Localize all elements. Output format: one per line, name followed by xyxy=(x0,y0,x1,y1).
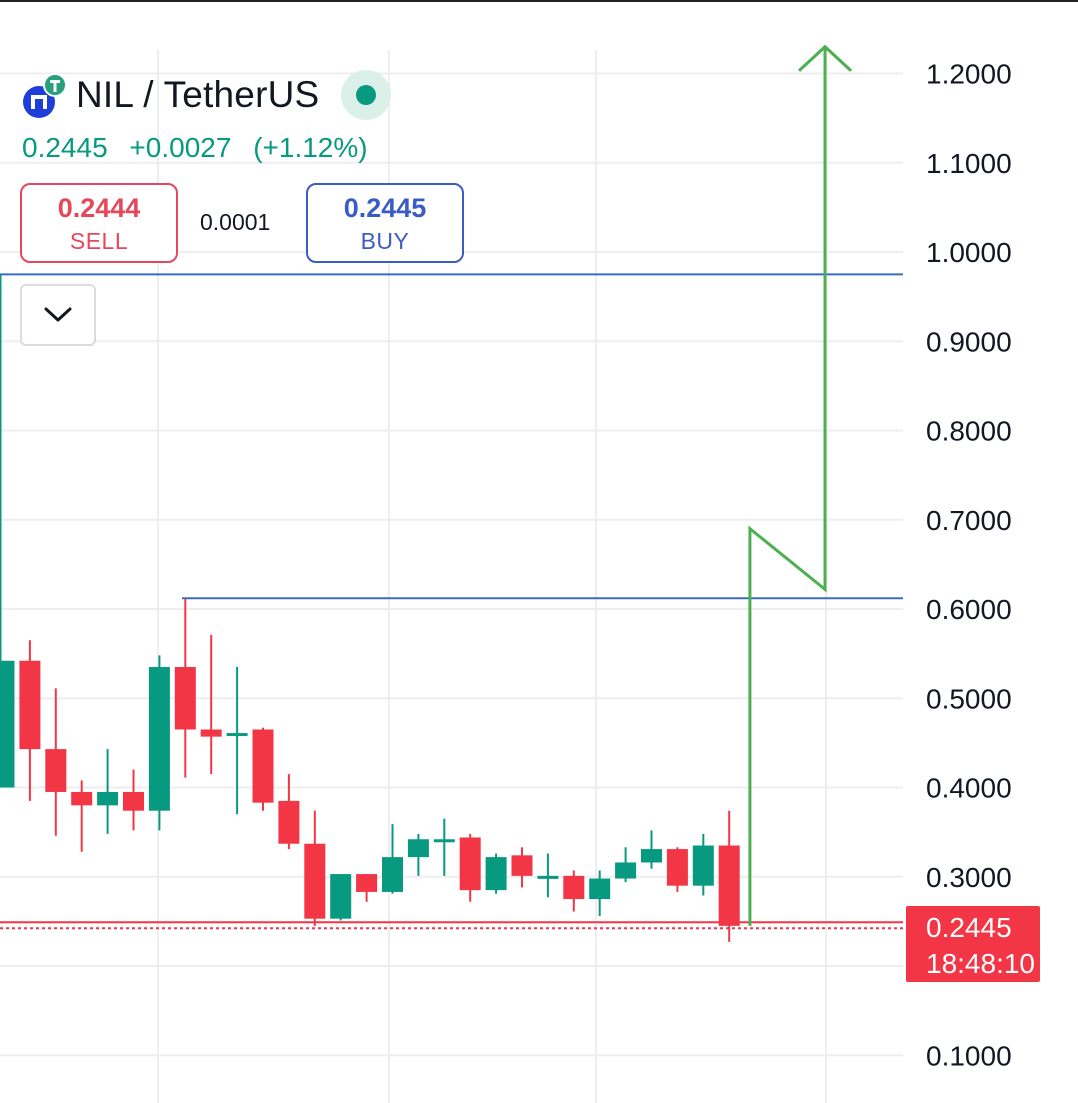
candle-body xyxy=(278,800,300,844)
candle-body xyxy=(382,857,403,892)
y-tick-label: 0.3000 xyxy=(926,862,1012,893)
y-tick-label: 1.2000 xyxy=(926,59,1012,90)
candle-body xyxy=(615,862,637,879)
sell-price: 0.2444 xyxy=(57,193,141,223)
chevron-down-icon xyxy=(44,307,72,322)
candle-body xyxy=(641,849,662,863)
candle-body xyxy=(485,857,507,891)
y-tick-label: 1.1000 xyxy=(926,148,1012,179)
candle-body xyxy=(563,875,585,900)
buy-button[interactable]: 0.2445 BUY xyxy=(306,183,464,263)
price-change: +0.0027 xyxy=(129,132,232,163)
price-change-percent: (+1.12%) xyxy=(253,132,368,163)
projection-arrowhead xyxy=(798,44,853,72)
spread-value: 0.0001 xyxy=(200,209,271,235)
market-status-dot xyxy=(341,70,392,120)
candle-body xyxy=(537,875,559,879)
projection-arrow xyxy=(748,46,827,926)
buy-price: 0.2445 xyxy=(343,193,427,223)
candle-body xyxy=(330,874,352,919)
candle-body xyxy=(45,749,67,792)
candle-body xyxy=(589,878,611,900)
candle-body xyxy=(200,729,222,737)
candle-body xyxy=(19,660,41,750)
candle-body xyxy=(0,660,15,788)
candle-body xyxy=(174,667,196,730)
nil-coin-icon xyxy=(20,71,76,119)
last-price-tag: 0.2445 18:48:10 xyxy=(906,906,1040,982)
candle-body xyxy=(692,845,714,886)
candle-body xyxy=(356,874,378,892)
sell-button[interactable]: 0.2444 SELL xyxy=(20,183,178,263)
y-tick-label: 0.4000 xyxy=(926,773,1012,804)
last-price-tag-value: 0.2445 xyxy=(926,912,1012,943)
symbol-header: NIL / TetherUS xyxy=(20,70,392,120)
candle-body xyxy=(407,839,429,858)
candle-body xyxy=(459,837,481,891)
collapse-toggle-button[interactable] xyxy=(20,284,96,346)
symbol-title[interactable]: NIL / TetherUS xyxy=(76,74,320,115)
y-tick-label: 1.0000 xyxy=(926,237,1012,268)
y-tick-label: 0.7000 xyxy=(926,505,1012,536)
buy-label: BUY xyxy=(360,228,410,254)
last-price: 0.2445 xyxy=(22,132,108,163)
candle-body xyxy=(97,791,119,806)
candle-body xyxy=(226,733,248,737)
candle-body xyxy=(666,849,688,886)
candle-body xyxy=(304,843,326,919)
candle-body xyxy=(511,855,533,876)
bar-countdown: 18:48:10 xyxy=(926,948,1035,979)
y-tick-label: 0.6000 xyxy=(926,594,1012,625)
candle-body xyxy=(718,845,740,926)
candle-body xyxy=(148,667,170,811)
y-tick-label: 0.5000 xyxy=(926,683,1012,714)
candle-body xyxy=(252,729,274,803)
candle-body xyxy=(71,791,93,806)
y-tick-label: 0.1000 xyxy=(926,1040,1012,1071)
candle-body xyxy=(123,791,144,811)
sell-label: SELL xyxy=(69,228,129,254)
quote-row: 0.2445 +0.0027 (+1.12%) xyxy=(22,132,382,164)
candle-body xyxy=(433,839,455,843)
y-tick-label: 0.9000 xyxy=(926,326,1012,357)
y-tick-label: 0.8000 xyxy=(926,416,1012,447)
